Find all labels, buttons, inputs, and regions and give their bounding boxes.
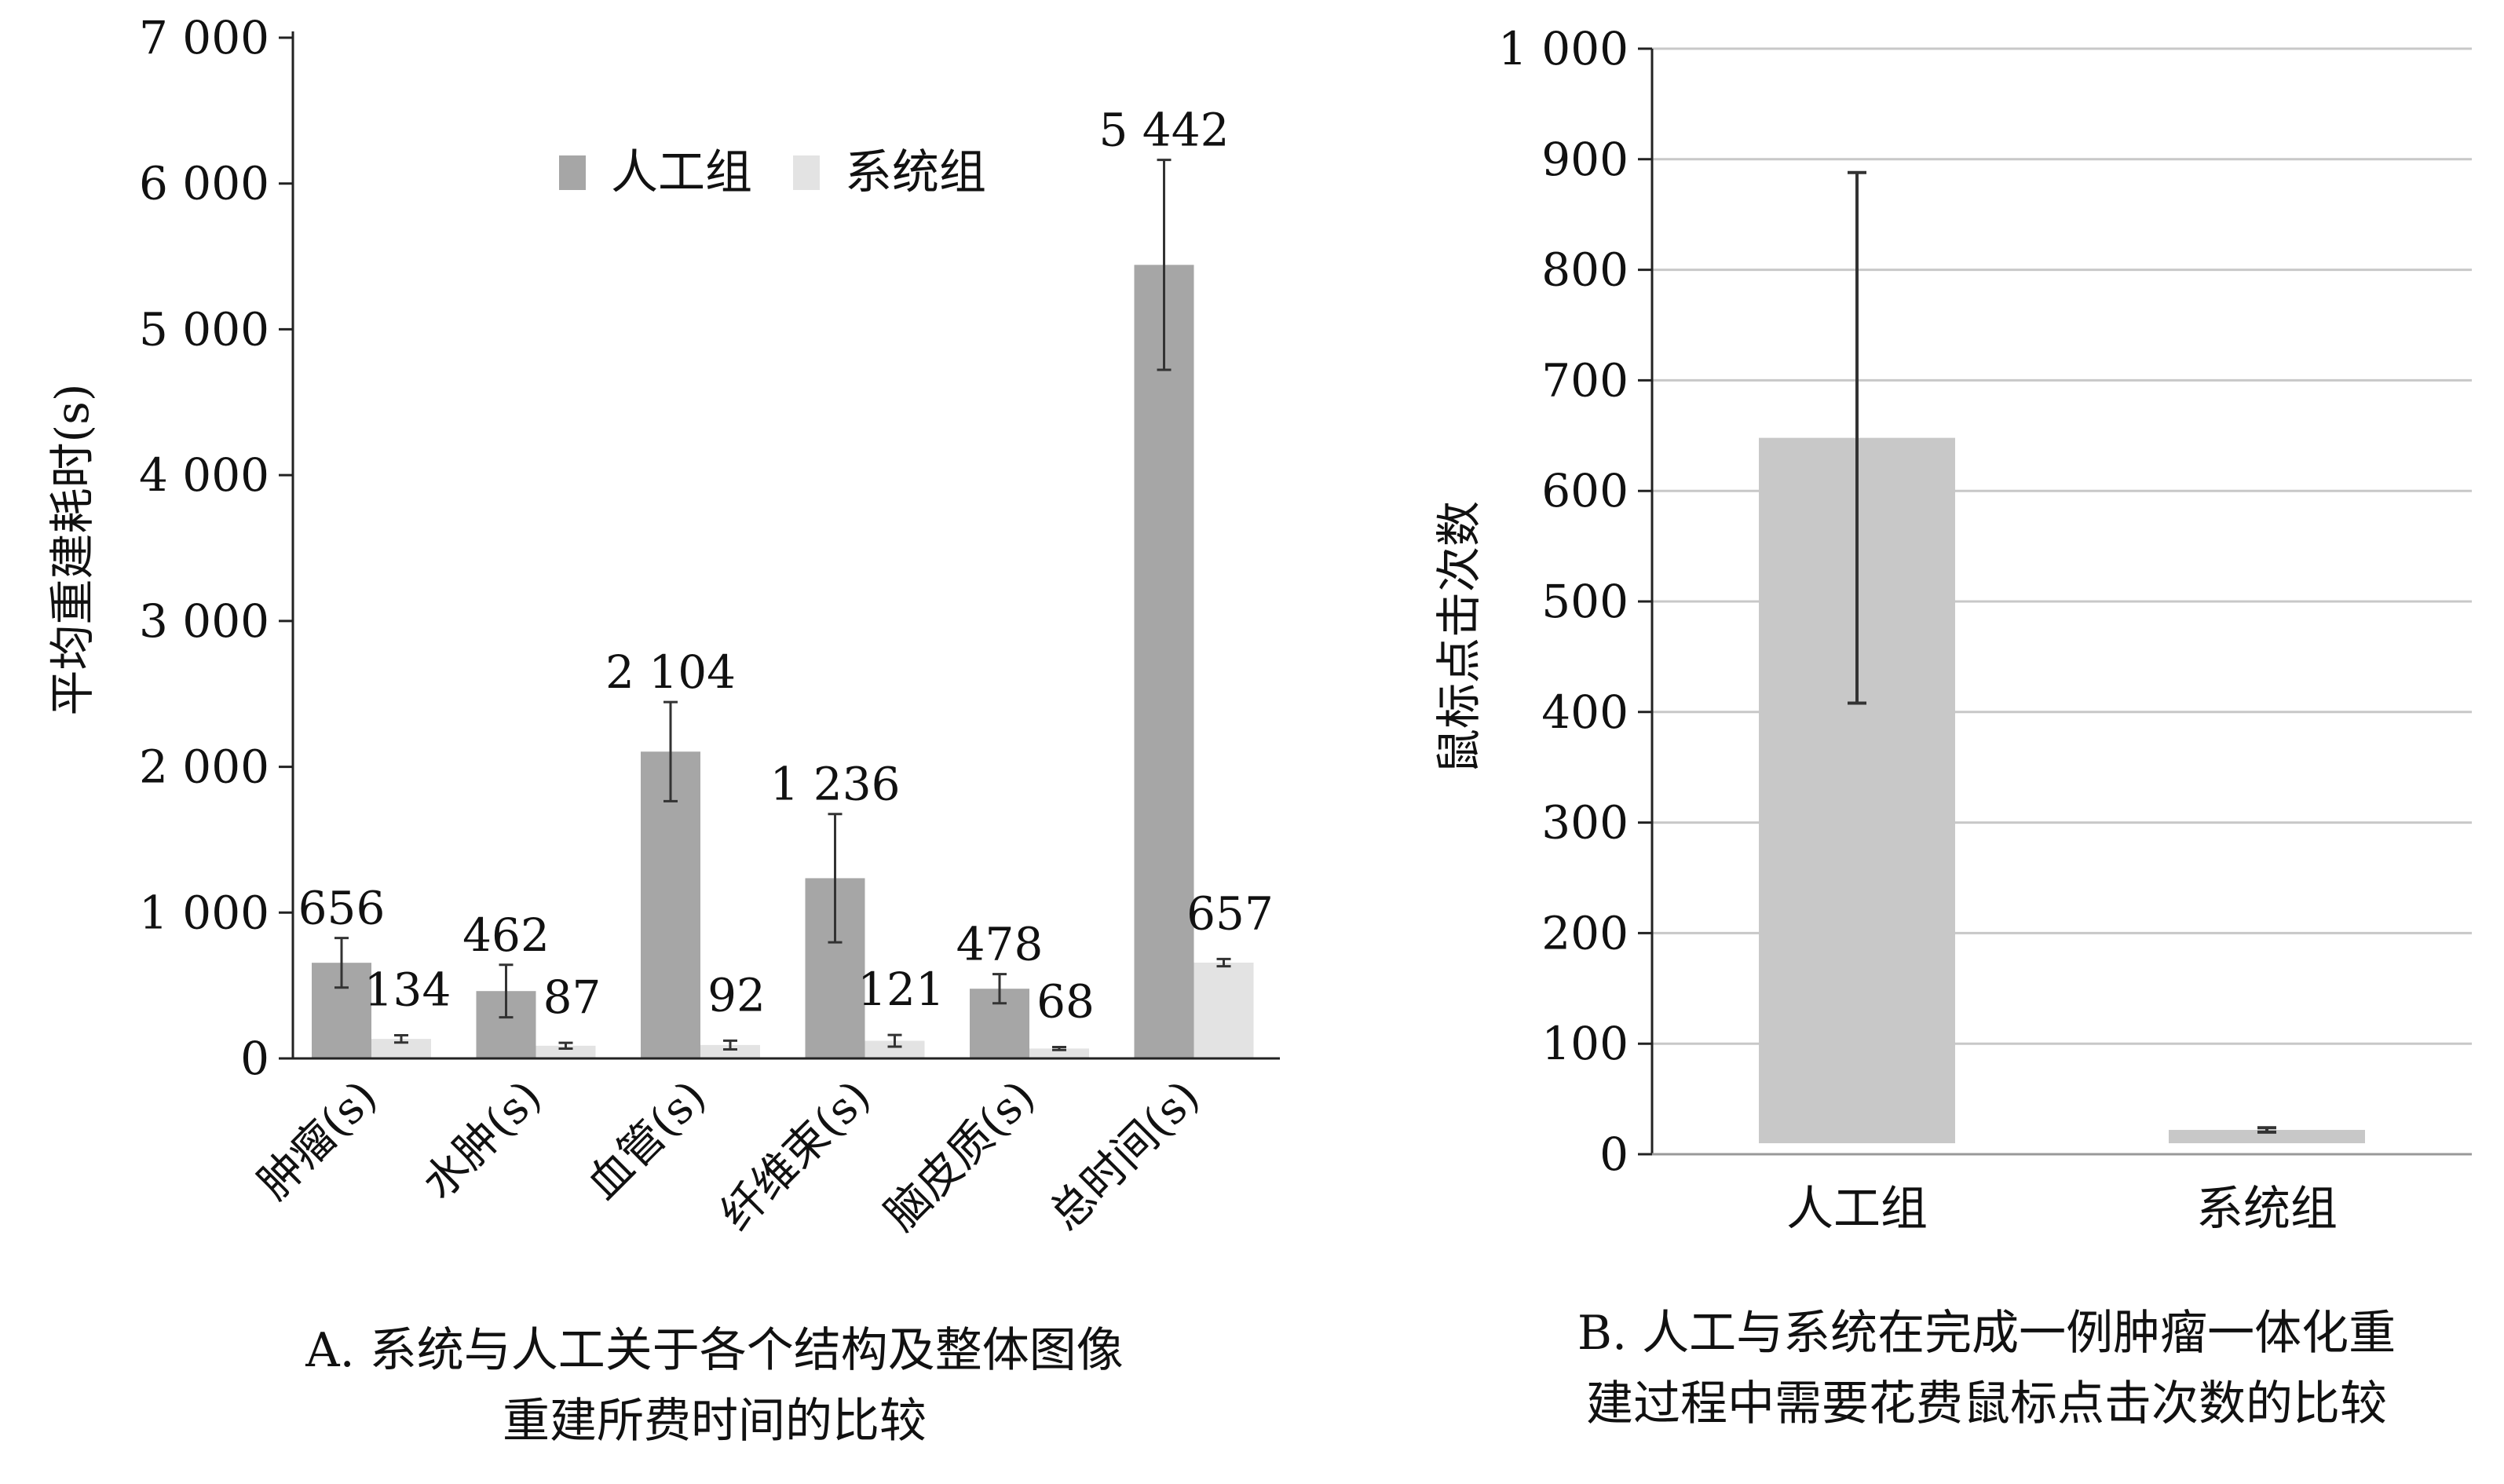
- category-label: 肿瘤(s): [249, 1071, 387, 1209]
- chart-a-y-ticks: 0 1 000 2 000 3 000 4 000 5 000 6 000 7 000: [139, 11, 293, 1085]
- y-tick-label: 1 000: [1498, 22, 1629, 75]
- category-label: 系统组: [2196, 1182, 2338, 1237]
- chart-b-caption-line-2: 建过程中需要花费鼠标点击次数的比较: [1586, 1376, 2387, 1431]
- data-label-system: 87: [543, 970, 601, 1024]
- y-tick-label: 700: [1541, 353, 1629, 407]
- y-tick-label: 2 000: [139, 740, 269, 794]
- legend-swatch-system: [793, 155, 820, 190]
- y-tick-label: 4 000: [139, 448, 269, 502]
- y-tick-label: 800: [1541, 243, 1629, 297]
- chart-a-category-labels: 肿瘤(s) 水肿(s) 血管(s)纤维束(s)脑皮质(s)总时间(s): [249, 1071, 1210, 1241]
- chart-b-caption-line-1: B. 人工与系统在完成一例肿瘤一体化重: [1577, 1306, 2396, 1361]
- y-tick-label: 600: [1541, 464, 1629, 517]
- bar-system: [536, 1045, 596, 1058]
- bar-manual: [641, 751, 700, 1058]
- chart-a: 0 1 000 2 000 3 000 4 000 5 000 6 000 7 000 656…: [46, 11, 1280, 1449]
- y-tick-label: 200: [1541, 906, 1629, 959]
- data-label-system: 121: [857, 963, 945, 1016]
- y-tick-label: 100: [1541, 1017, 1629, 1070]
- data-label-system: 134: [364, 963, 451, 1016]
- data-label-manual: 656: [298, 882, 386, 935]
- chart-b: 0 100 200 300 400 500 600 700 800 900 1 000 人工组 系统组…: [1432, 22, 2472, 1431]
- bar-manual: [1134, 265, 1194, 1058]
- chart-b-y-axis-label: 鼠标点击次数: [1432, 501, 1486, 774]
- y-tick-label: 0: [1599, 1128, 1629, 1181]
- y-tick-label: 1 000: [139, 886, 269, 939]
- bar-system: [865, 1040, 925, 1058]
- y-tick-label: 7 000: [139, 11, 269, 64]
- chart-b-category-labels: 人工组 系统组: [1786, 1182, 2338, 1237]
- data-label-manual: 1 236: [769, 758, 900, 811]
- data-label-system: 657: [1186, 886, 1274, 940]
- chart-b-gridlines: [1652, 47, 2472, 1045]
- category-label: 水肿(s): [413, 1071, 551, 1209]
- chart-a-caption-line-2: 重建所费时间的比较: [503, 1394, 927, 1449]
- y-tick-label: 900: [1541, 133, 1629, 186]
- chart-a-legend: 人工组 系统组: [559, 145, 986, 200]
- category-label: 人工组: [1786, 1182, 1928, 1237]
- category-label: 血管(s): [578, 1071, 716, 1209]
- y-tick-label: 500: [1541, 575, 1629, 628]
- category-label: 纤维束(s): [711, 1071, 880, 1241]
- y-tick-label: 6 000: [139, 157, 269, 210]
- y-tick-label: 300: [1541, 796, 1629, 850]
- y-tick-label: 400: [1541, 685, 1629, 739]
- bar-clicks: [2169, 1130, 2365, 1143]
- legend-label-manual: 人工组: [611, 145, 752, 200]
- category-label: 总时间(s): [1040, 1071, 1209, 1241]
- chart-b-y-ticks: 0 100 200 300 400 500 600 700 800 900 1 000: [1498, 22, 1652, 1181]
- data-label-system: 92: [707, 968, 766, 1022]
- data-label-manual: 5 442: [1098, 104, 1229, 157]
- legend-swatch-manual: [559, 155, 586, 190]
- bar-system: [1194, 962, 1254, 1058]
- legend-label-system: 系统组: [845, 145, 986, 200]
- data-label-system: 68: [1036, 975, 1095, 1029]
- chart-a-caption-line-1: A. 系统与人工关于各个结构及整体图像: [305, 1323, 1123, 1378]
- category-label: 脑皮质(s): [875, 1071, 1045, 1241]
- y-tick-label: 3 000: [139, 594, 269, 648]
- bar-system: [700, 1044, 760, 1058]
- chart-a-y-axis-label: 平均重建耗时(s): [46, 383, 99, 715]
- chart-b-bars: [1759, 170, 2365, 1143]
- y-tick-label: 5 000: [139, 302, 269, 356]
- y-tick-label: 0: [240, 1032, 269, 1085]
- bar-system: [1029, 1048, 1089, 1058]
- data-label-manual: 478: [956, 918, 1044, 971]
- data-label-manual: 2 104: [605, 645, 736, 699]
- data-label-manual: 462: [462, 908, 550, 962]
